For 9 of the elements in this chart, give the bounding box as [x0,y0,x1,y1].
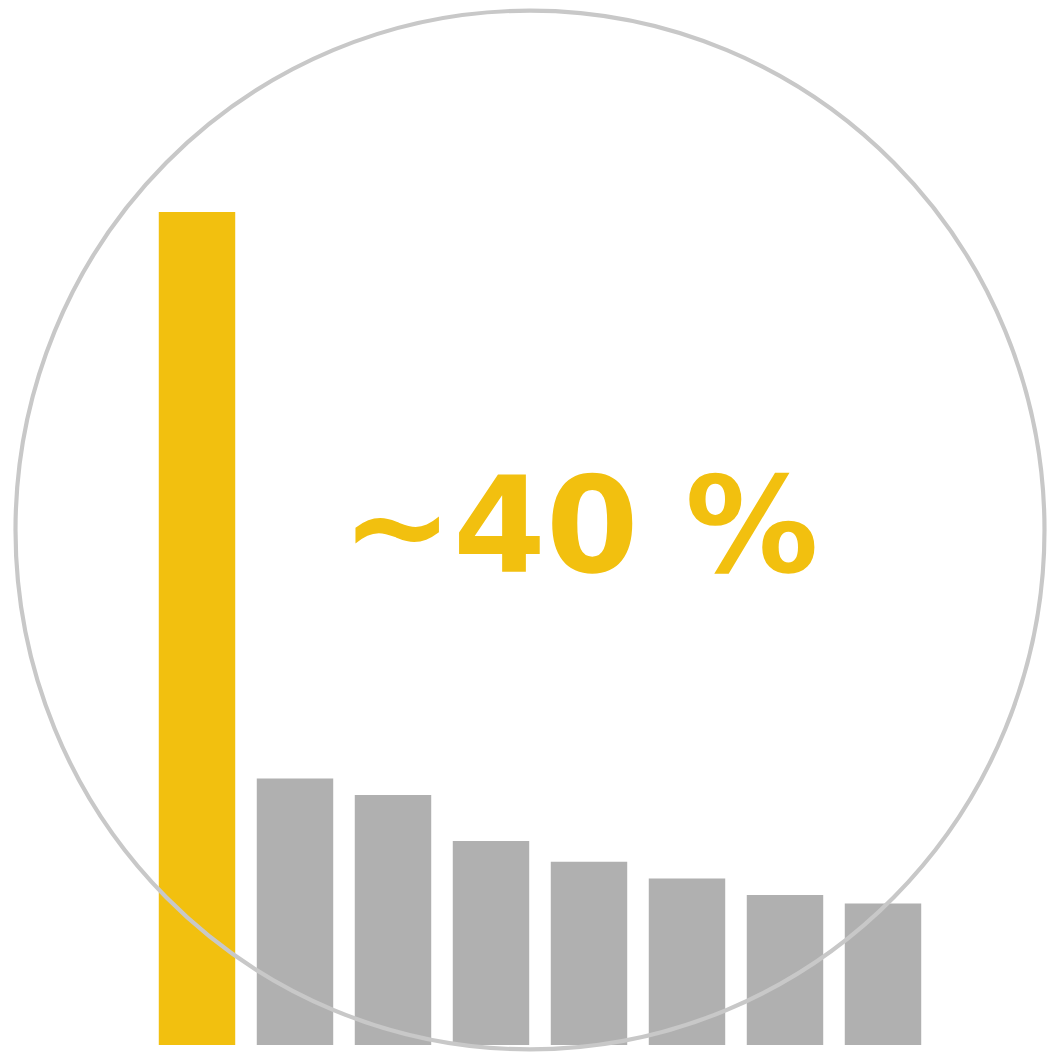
bar [648,878,726,1045]
bar [844,903,922,1045]
bar [256,778,334,1045]
bar [452,840,530,1045]
bar [550,861,628,1045]
bar [354,795,432,1045]
bar [746,895,824,1045]
bar [158,212,236,1045]
annotation: ~40 % [355,472,815,574]
